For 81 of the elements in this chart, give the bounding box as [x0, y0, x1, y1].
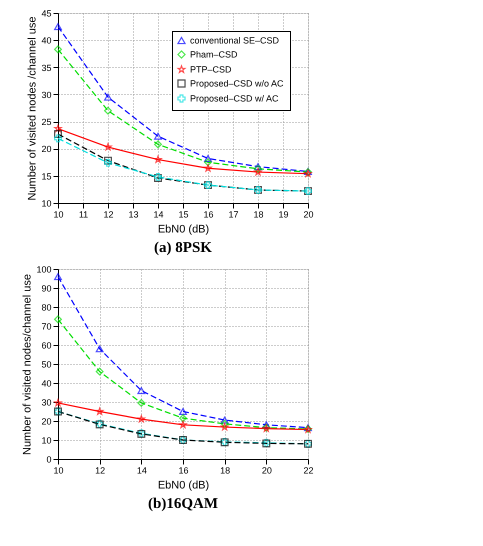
- y-tick-label: 60: [41, 340, 52, 350]
- legend-label: Pham–CSD: [190, 50, 238, 60]
- y-tick-label: 45: [41, 8, 52, 18]
- point: [137, 398, 146, 407]
- point: [54, 124, 62, 132]
- y-tick-label: 25: [41, 117, 52, 128]
- point: [204, 158, 212, 166]
- x-tick-label: 10: [53, 466, 64, 476]
- point: [96, 345, 104, 352]
- legend-label: Proposed–CSD w/ AC: [190, 94, 280, 104]
- point: [96, 408, 104, 415]
- x-axis-title: EbN0 (dB): [158, 480, 210, 492]
- point: [154, 132, 162, 140]
- text: (a) 8PSK: [154, 240, 212, 256]
- y-tick-label: 80: [41, 302, 52, 312]
- x-tick-label: 12: [103, 210, 114, 220]
- point: [254, 168, 262, 176]
- text: (b)16QAM: [148, 496, 218, 512]
- x-tick-label: 16: [203, 210, 214, 220]
- x-tick-label: 18: [253, 210, 264, 220]
- point: [262, 421, 270, 428]
- point: [54, 315, 62, 324]
- point: [154, 140, 162, 148]
- x-tick-label: 10: [53, 210, 64, 220]
- y-tick-label: 40: [41, 378, 52, 388]
- point: [104, 106, 112, 115]
- y-tick-label: 10: [41, 436, 52, 446]
- point: [54, 45, 62, 54]
- y-tick-label: 30: [41, 398, 52, 408]
- point: [220, 420, 229, 428]
- y-tick-label: 70: [41, 322, 52, 332]
- y-tick-label: 40: [41, 36, 52, 46]
- y-tick-label: 15: [41, 171, 52, 182]
- x-tick-label: 15: [178, 210, 189, 220]
- x-tick-label: 20: [262, 466, 272, 476]
- x-tick-label: 13: [128, 210, 139, 220]
- point: [54, 398, 62, 406]
- legend-label: conventional SE–CSD: [190, 36, 280, 46]
- point: [138, 415, 146, 422]
- x-tick-label: 16: [178, 466, 189, 476]
- legend-label: Proposed–CSD w/o AC: [190, 78, 284, 88]
- point: [179, 414, 187, 422]
- point: [54, 273, 62, 280]
- point: [96, 368, 104, 376]
- x-tick-label: 14: [153, 210, 164, 220]
- x-tick-label: 17: [228, 210, 239, 220]
- point: [54, 134, 62, 142]
- point: [254, 163, 262, 170]
- y-axis-title: Number of visited nodes/channel use: [21, 274, 34, 455]
- x-tick-label: 22: [303, 466, 314, 476]
- x-tick-label: 19: [278, 210, 289, 220]
- x-tick-label: 18: [220, 466, 230, 476]
- x-tick-label: 12: [95, 466, 106, 476]
- point: [204, 164, 212, 172]
- y-tick-label: 30: [41, 90, 52, 100]
- x-tick-label: 11: [78, 210, 88, 220]
- point: [220, 416, 229, 424]
- point: [54, 130, 62, 138]
- point: [254, 164, 262, 173]
- point: [179, 408, 187, 416]
- point: [220, 423, 228, 430]
- y-tick-label: 20: [41, 144, 52, 154]
- point: [204, 154, 212, 162]
- x-tick-label: 20: [303, 210, 314, 220]
- x-tick-label: 14: [136, 466, 147, 476]
- y-tick-label: 50: [41, 360, 52, 370]
- y-tick-label: 20: [41, 416, 52, 426]
- point: [104, 94, 112, 101]
- point: [179, 420, 187, 428]
- x-axis-title: EbN0 (dB): [158, 224, 210, 236]
- point: [137, 387, 146, 394]
- legend-label: PTP–CSD: [190, 64, 232, 74]
- y-tick-label: 35: [41, 62, 52, 73]
- point: [104, 143, 112, 150]
- point: [154, 156, 162, 163]
- y-tick-label: 10: [41, 198, 52, 208]
- y-tick-label: 0: [46, 454, 52, 464]
- y-tick-label: 90: [41, 284, 52, 294]
- y-tick-label: 100: [36, 264, 52, 274]
- y-axis-title: Number of visited nodes /channel use: [26, 16, 38, 201]
- point: [54, 23, 62, 30]
